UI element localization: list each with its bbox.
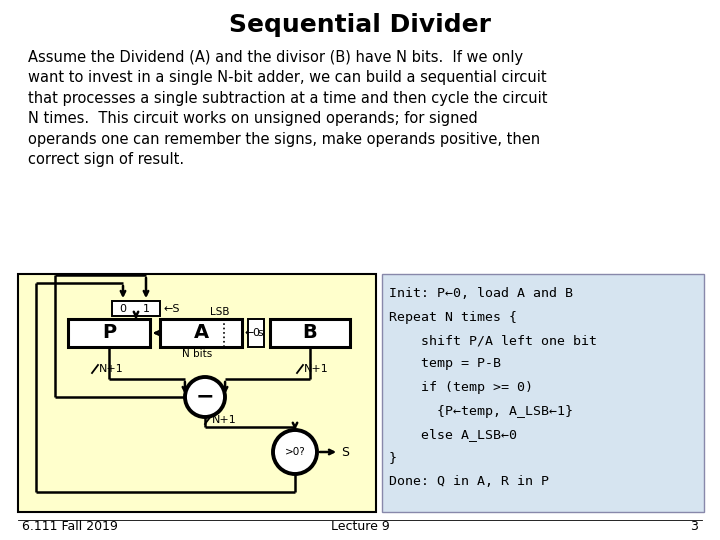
Text: 1: 1 bbox=[143, 303, 150, 314]
Text: Done: Q in A, R in P: Done: Q in A, R in P bbox=[389, 475, 549, 488]
Text: 0: 0 bbox=[253, 328, 259, 338]
FancyBboxPatch shape bbox=[18, 274, 376, 512]
Text: N+1: N+1 bbox=[99, 364, 124, 374]
FancyBboxPatch shape bbox=[248, 319, 264, 347]
Text: LSB: LSB bbox=[210, 307, 230, 317]
Text: {P←temp, A_LSB←1}: {P←temp, A_LSB←1} bbox=[389, 404, 573, 417]
Text: S: S bbox=[341, 446, 349, 458]
Text: Assume the Dividend (A) and the divisor (B) have N bits.  If we only
want to inv: Assume the Dividend (A) and the divisor … bbox=[28, 50, 547, 167]
Text: N+1: N+1 bbox=[212, 415, 237, 425]
Text: }: } bbox=[389, 451, 397, 464]
Text: Init: P←0, load A and B: Init: P←0, load A and B bbox=[389, 287, 573, 300]
Text: 0: 0 bbox=[120, 303, 127, 314]
Text: if (temp >= 0): if (temp >= 0) bbox=[389, 381, 533, 394]
Text: Sequential Divider: Sequential Divider bbox=[229, 13, 491, 37]
Text: A: A bbox=[194, 323, 209, 342]
Circle shape bbox=[185, 377, 225, 417]
Text: 6.111 Fall 2019: 6.111 Fall 2019 bbox=[22, 519, 118, 532]
Text: N bits: N bits bbox=[182, 349, 212, 359]
FancyBboxPatch shape bbox=[382, 274, 704, 512]
FancyBboxPatch shape bbox=[68, 319, 150, 347]
FancyBboxPatch shape bbox=[112, 301, 160, 316]
Text: N+1: N+1 bbox=[304, 364, 329, 374]
Text: Lecture 9: Lecture 9 bbox=[330, 519, 390, 532]
Text: else A_LSB←0: else A_LSB←0 bbox=[389, 428, 517, 441]
Text: >0?: >0? bbox=[284, 447, 305, 457]
Text: P: P bbox=[102, 323, 116, 342]
FancyBboxPatch shape bbox=[270, 319, 350, 347]
Text: 3: 3 bbox=[690, 519, 698, 532]
Circle shape bbox=[273, 430, 317, 474]
Text: −: − bbox=[196, 386, 215, 406]
Text: B: B bbox=[302, 323, 318, 342]
Text: Repeat N times {: Repeat N times { bbox=[389, 310, 517, 323]
Text: ← s: ← s bbox=[245, 328, 264, 338]
FancyBboxPatch shape bbox=[160, 319, 242, 347]
Text: ←S: ←S bbox=[163, 303, 179, 314]
Text: shift P/A left one bit: shift P/A left one bit bbox=[389, 334, 597, 347]
Text: temp = P-B: temp = P-B bbox=[389, 357, 501, 370]
